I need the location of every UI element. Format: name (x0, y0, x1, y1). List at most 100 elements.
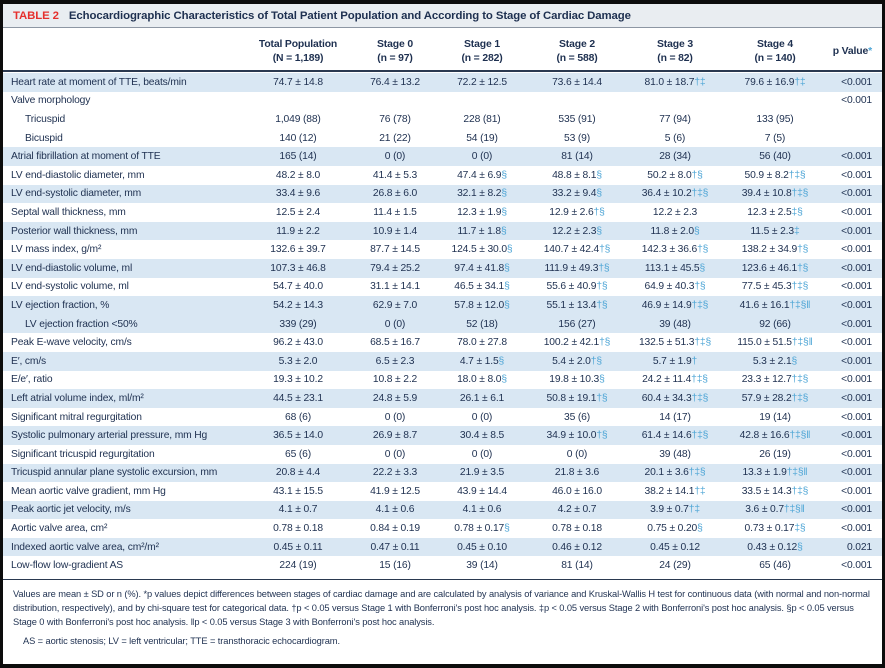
significance-markers: †§ (593, 206, 605, 218)
cell-value: 61.4 ± 14.6 (641, 430, 692, 442)
significance-markers: †‡§‖ (786, 467, 808, 479)
p-value-cell: <0.001 (841, 225, 872, 237)
value-cell: 54 (19) (437, 133, 527, 144)
cell-value: 30.4 ± 8.5 (459, 430, 505, 442)
cell-value: 24.8 ± 5.9 (372, 392, 418, 404)
cell-value: 12.2 ± 2.3 (552, 225, 597, 237)
value-cell: 0 (0) (353, 151, 437, 162)
cell-value: 46.5 ± 34.1 (454, 281, 505, 293)
cell-value: 44.5 ± 23.1 (273, 392, 323, 404)
row-label: Posterior wall thickness, mm (11, 225, 138, 237)
value-cell: 26 (19) (723, 449, 827, 460)
row-label: LV end-diastolic diameter, mm (11, 169, 145, 181)
significance-markers: †‡§‖ (789, 299, 811, 311)
significance-markers: †‡§‖ (789, 430, 811, 442)
value-cell: 36.4 ± 10.2†‡§ (627, 188, 723, 199)
cell-value: 100.2 ± 42.1 (543, 337, 600, 349)
value-cell: 224 (19) (243, 560, 353, 571)
cell-value: 65 (6) (285, 448, 311, 460)
table-number: TABLE 2 (13, 10, 59, 22)
significance-markers: †§ (697, 244, 709, 256)
significance-markers: †‡ (794, 76, 806, 88)
cell-value: 78.0 ± 27.8 (457, 337, 507, 349)
cell-value: 48.2 ± 8.0 (275, 169, 321, 181)
value-cell: 56 (40) (723, 151, 827, 162)
value-cell: 34.9 ± 10.0†§ (527, 430, 627, 441)
p-value-cell: <0.001 (841, 411, 872, 423)
cell-value: 1,049 (88) (275, 114, 321, 126)
value-cell: 0 (0) (437, 151, 527, 162)
cell-value: 11.5 ± 2.3 (750, 225, 794, 237)
value-cell: 57.9 ± 28.2†‡§ (723, 393, 827, 404)
table-row: Indexed aortic valve area, cm²/m² 0.45 ± … (3, 537, 882, 557)
value-cell: 50.2 ± 8.0†§ (627, 170, 723, 181)
cell-value: 156 (27) (558, 318, 596, 330)
table-row: Mean aortic valve gradient, mm Hg 43.1 ± … (3, 482, 882, 501)
significance-markers: †§ (797, 262, 809, 274)
value-cell: 65 (6) (243, 449, 353, 460)
cell-value: 81 (14) (561, 560, 593, 572)
cell-value: 10.8 ± 2.2 (372, 374, 418, 386)
value-cell: 19 (14) (723, 412, 827, 423)
value-cell: 68.5 ± 16.7 (353, 337, 437, 348)
value-cell: 115.0 ± 51.5†‡§‖ (723, 337, 827, 348)
value-cell: 39 (48) (627, 319, 723, 330)
significance-markers: †§ (797, 244, 809, 256)
col-header-p-value: p Value* (832, 45, 872, 57)
value-cell: 11.9 ± 2.2 (243, 226, 353, 237)
table-body: Heart rate at moment of TTE, beats/min 74… (3, 72, 882, 577)
cell-value: 140 (12) (279, 132, 317, 144)
cell-value: 15 (16) (379, 560, 411, 572)
cell-value: 4.7 ± 1.5 (459, 355, 499, 367)
cell-value: 111.9 ± 49.3 (544, 262, 599, 274)
cell-value: 0.78 ± 0.18 (552, 523, 602, 535)
cell-value: 165 (14) (279, 151, 317, 163)
cell-value: 57.9 ± 28.2 (741, 392, 792, 404)
cell-value: 55.6 ± 40.9 (546, 281, 597, 293)
value-cell: 0.78 ± 0.18 (527, 523, 627, 534)
value-cell: 19.8 ± 10.3§ (527, 374, 627, 385)
cell-value: 35 (6) (564, 411, 590, 423)
significance-markers: †‡ (694, 76, 706, 88)
value-cell: 0 (0) (353, 412, 437, 423)
value-cell: 62.9 ± 7.0 (353, 300, 437, 311)
value-cell: 54.7 ± 40.0 (243, 281, 353, 292)
p-value-cell: <0.001 (841, 467, 872, 479)
value-cell: 11.7 ± 1.8§ (437, 226, 527, 237)
row-label: LV ejection fraction, % (11, 299, 110, 311)
cell-value: 39 (14) (466, 560, 498, 572)
col-header-stage-1: Stage 1 (n = 282) (461, 39, 503, 64)
value-cell: 1,049 (88) (243, 114, 353, 125)
table-row: Septal wall thickness, mm 12.5 ± 2.4 11.4 … (3, 203, 882, 222)
col-header-stage-4: Stage 4 (n = 140) (754, 39, 796, 64)
value-cell: 97.4 ± 41.8§ (437, 263, 527, 274)
p-value-cell: <0.001 (841, 151, 872, 163)
cell-value: 12.5 ± 2.4 (275, 206, 321, 218)
footnote-stats: Values are mean ± SD or n (%). *p values… (13, 589, 870, 627)
value-cell: 18.0 ± 8.0§ (437, 374, 527, 385)
cell-value: 57.8 ± 12.0 (454, 299, 505, 311)
significance-markers: § (596, 169, 602, 181)
cell-value: 38.2 ± 14.1 (644, 485, 695, 497)
cell-value: 76.4 ± 13.2 (370, 76, 420, 88)
cell-value: 0.73 ± 0.17 (744, 523, 795, 535)
value-cell: 26.8 ± 6.0 (353, 188, 437, 199)
row-label: LV end-systolic diameter, mm (11, 188, 142, 200)
value-cell: 33.5 ± 14.3†‡§ (723, 486, 827, 497)
cell-value: 79.4 ± 25.2 (370, 262, 420, 274)
significance-markers: †§ (596, 281, 608, 293)
cell-value: 39.4 ± 10.8 (741, 188, 792, 200)
cell-value: 12.9 ± 2.6 (549, 206, 594, 218)
cell-value: 4.1 ± 0.6 (375, 504, 415, 516)
cell-value: 11.9 ± 2.2 (276, 225, 320, 237)
cell-value: 13.3 ± 1.9 (742, 467, 787, 479)
cell-value: 5.3 ± 2.0 (278, 355, 318, 367)
row-label: Peak aortic jet velocity, m/s (11, 504, 131, 516)
asterisk-marker: * (868, 45, 872, 57)
cell-value: 0 (0) (384, 318, 406, 330)
row-label: Valve morphology (11, 95, 91, 107)
cell-value: 11.7 ± 1.8 (457, 225, 501, 237)
table-row: Peak E-wave velocity, cm/s 96.2 ± 43.0 68.… (3, 333, 882, 352)
p-value-cell: <0.001 (841, 430, 872, 442)
table-title-bar: TABLE 2 Echocardiographic Characteristics… (3, 4, 882, 28)
